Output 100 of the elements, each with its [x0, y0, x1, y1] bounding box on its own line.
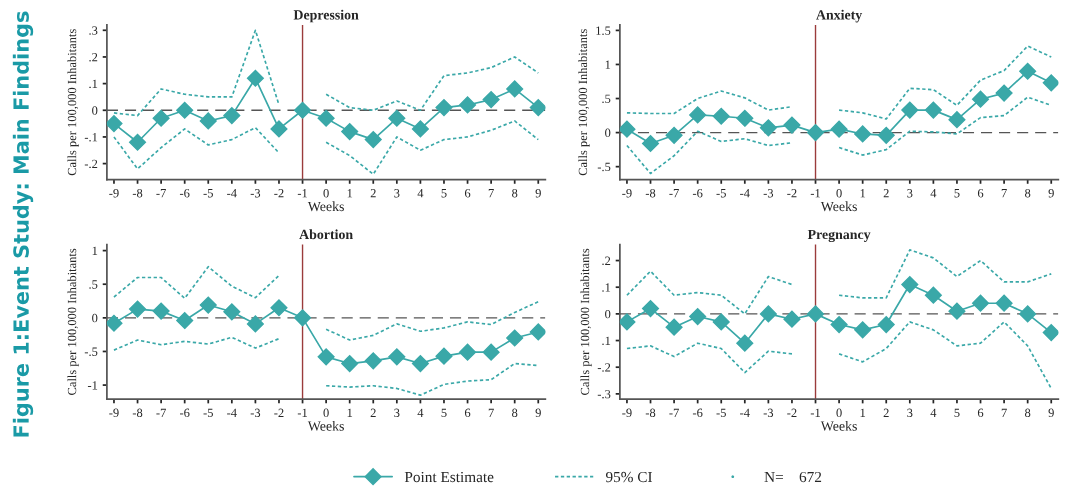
x-tick-label: 2 — [370, 189, 376, 198]
point — [971, 90, 990, 108]
point — [995, 294, 1013, 312]
x-tick-label: -5 — [716, 408, 726, 418]
point — [317, 109, 335, 127]
point — [948, 111, 966, 129]
x-axis-title: Weeks — [307, 420, 344, 431]
point — [854, 125, 872, 143]
point — [901, 275, 919, 294]
point — [223, 303, 241, 321]
x-tick-label: 4 — [417, 189, 424, 198]
point — [246, 315, 264, 333]
x-axis-title: Weeks — [307, 201, 344, 212]
point — [759, 119, 777, 137]
point — [482, 343, 500, 361]
point — [1019, 62, 1037, 80]
y-axis-title: Calls per 100,000 Inhabitants — [67, 29, 79, 176]
point — [877, 315, 895, 334]
x-tick-label: -1 — [810, 408, 820, 417]
chart-title: Anxiety — [816, 9, 863, 23]
x-tick-label: -5 — [203, 408, 213, 418]
point — [270, 299, 288, 317]
x-tick-label: -7 — [156, 408, 166, 417]
caption: Figure 1:Event Study: Main Findings — [12, 11, 34, 437]
x-tick-label: 1 — [347, 189, 353, 198]
point — [854, 321, 872, 339]
point — [152, 302, 170, 320]
point — [665, 318, 683, 336]
point — [948, 302, 966, 320]
x-tick-label: 6 — [464, 408, 471, 418]
x-tick-label: 5 — [954, 189, 960, 198]
x-tick-label: 5 — [441, 408, 447, 418]
x-tick-label: -2 — [787, 189, 797, 198]
point — [1042, 323, 1059, 342]
x-tick-label: 8 — [1025, 408, 1031, 418]
point — [106, 115, 123, 133]
point — [317, 348, 335, 366]
point — [806, 305, 825, 323]
x-tick-label: 0 — [836, 408, 842, 418]
x-tick-label: -5 — [716, 189, 726, 198]
y-tick-label: 1 — [92, 246, 98, 255]
point — [106, 314, 123, 332]
point — [458, 96, 477, 114]
x-tick-label: -4 — [740, 189, 750, 198]
point — [641, 299, 660, 318]
point — [199, 296, 217, 314]
x-tick-label: 9 — [535, 408, 541, 418]
point — [176, 101, 194, 119]
x-tick-label: 2 — [883, 408, 889, 417]
x-tick-label: 6 — [464, 189, 471, 198]
chart-title: Pregnancy — [807, 229, 871, 243]
y-axis-title: Calls per 100,000 Inhabitants — [67, 248, 79, 395]
point — [619, 120, 636, 138]
point — [995, 84, 1013, 102]
point — [924, 101, 942, 119]
x-tick-label: -4 — [227, 408, 237, 417]
x-tick-label: 8 — [512, 408, 518, 418]
point — [901, 101, 919, 119]
point — [411, 355, 429, 373]
x-tick-label: -2 — [787, 408, 797, 417]
x-axis-title: Weeks — [820, 420, 857, 431]
x-tick-label: 7 — [488, 408, 494, 417]
legend-label: Point Estimate — [404, 471, 494, 483]
x-tick-label: -4 — [740, 408, 750, 417]
point — [388, 348, 406, 366]
point — [152, 109, 170, 127]
point — [971, 294, 990, 312]
point — [293, 309, 312, 327]
point — [270, 120, 288, 138]
x-tick-label: -9 — [622, 189, 632, 198]
x-tick-label: -8 — [645, 408, 656, 418]
x-tick-label: -6 — [179, 189, 190, 198]
y-tick-label: -.1 — [84, 133, 98, 142]
point — [506, 80, 524, 98]
y-tick-label: -1 — [87, 381, 98, 390]
x-tick-label: 0 — [836, 188, 842, 198]
x-tick-label: -3 — [250, 408, 261, 418]
x-tick-label: 9 — [1048, 189, 1054, 198]
point — [529, 99, 546, 117]
point — [435, 99, 453, 117]
point — [641, 134, 660, 153]
point — [830, 315, 848, 334]
text: N= 672 — [764, 471, 822, 483]
x-tick-label: 1 — [860, 408, 866, 417]
x-tick-label: 4 — [930, 408, 937, 417]
y-tick-label: .2 — [602, 256, 611, 266]
y-tick-label: 0 — [92, 313, 98, 323]
x-tick-label: -1 — [297, 189, 307, 198]
y-tick-label: 0 — [605, 309, 611, 319]
x-tick-label: -9 — [109, 189, 119, 198]
point — [246, 69, 264, 87]
x-axis-title: Weeks — [820, 201, 857, 212]
x-tick-label: -6 — [692, 189, 703, 198]
y-tick-label: -.2 — [597, 363, 611, 372]
x-tick-label: 1 — [860, 189, 866, 198]
y-axis-title: Calls per 100,000 Inhabitants — [578, 29, 590, 176]
point — [806, 124, 825, 142]
point — [877, 126, 895, 144]
x-tick-label: -6 — [179, 408, 190, 418]
x-tick-label: -2 — [274, 189, 284, 198]
